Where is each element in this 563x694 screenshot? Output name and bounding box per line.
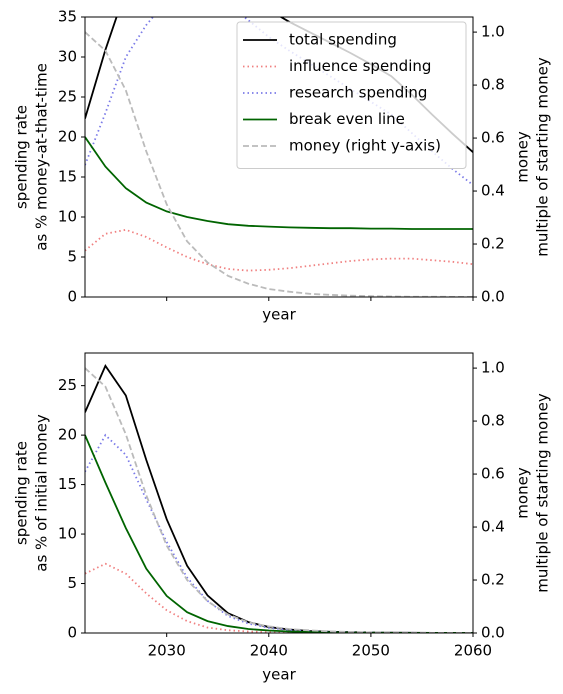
x-tick-label: 2030: [148, 642, 186, 660]
y2-tick-label: 1.0: [481, 23, 505, 41]
y-tick-label: 10: [58, 525, 77, 543]
y2-tick-label: 0.8: [481, 76, 505, 94]
y2-tick-label: 0.2: [481, 571, 505, 589]
series-line: [85, 433, 473, 633]
y2-tick-label: 0.2: [481, 235, 505, 253]
x-axis-label: year: [262, 306, 296, 324]
y2-tick-label: 0.4: [481, 182, 505, 200]
y-tick-label: 15: [58, 475, 77, 493]
y-tick-label: 25: [58, 88, 77, 106]
series-line: [85, 367, 473, 633]
legend-label: break even line: [289, 110, 405, 128]
series-line: [85, 364, 473, 633]
y-axis-label: as % money-at-that-time: [33, 63, 51, 251]
legend-label: total spending: [289, 31, 397, 49]
y-tick-label: 20: [58, 128, 77, 146]
legend-label: money (right y-axis): [289, 137, 441, 155]
x-axis-label: year: [262, 666, 296, 684]
y-axis-label: spending rate: [13, 441, 31, 545]
y-tick-label: 15: [58, 168, 77, 186]
y2-axis-label: multiple of starting money: [534, 393, 552, 593]
y2-tick-label: 0.8: [481, 412, 505, 430]
plot-area: [85, 364, 473, 633]
y2-tick-label: 0.0: [481, 624, 505, 642]
y2-tick-label: 1.0: [481, 359, 505, 377]
plot: 0 5 10 15 20 25 0.0 0.2 0.4 0.6 0.8 1.0 2030 2040 2050…: [13, 352, 552, 684]
axes-frame: [84, 352, 474, 634]
x-tick-label: 2040: [250, 642, 288, 660]
y-axis-label: as % of initial money: [33, 414, 51, 572]
y-tick-label: 20: [58, 426, 77, 444]
y-axis-label: spending rate: [13, 105, 31, 209]
x-tick-label: 2050: [352, 642, 390, 660]
series-line: [85, 434, 473, 633]
y2-axis-label: money: [514, 467, 532, 519]
y-tick-label: 5: [67, 574, 77, 592]
y-tick-label: 30: [58, 48, 77, 66]
plot: 0 5 10 15 20 25 30 35 0.0 0.2 0.4 0.6 0.8 1.0 year spen…: [13, 8, 552, 324]
y2-tick-label: 0.0: [481, 288, 505, 306]
legend: total spending influence spending research…: [236, 21, 467, 169]
legend-label: influence spending: [289, 57, 431, 75]
y-tick-label: 0: [67, 288, 77, 306]
series-line: [85, 562, 473, 633]
y2-tick-label: 0.4: [481, 518, 505, 536]
series-line: [85, 136, 473, 230]
y-tick-label: 10: [58, 208, 77, 226]
y2-tick-label: 0.6: [481, 465, 505, 483]
y-tick-label: 25: [58, 376, 77, 394]
series-line: [85, 228, 473, 272]
y2-axis-label: multiple of starting money: [534, 57, 552, 257]
y2-tick-label: 0.6: [481, 129, 505, 147]
y-tick-label: 5: [67, 248, 77, 266]
legend-label: research spending: [289, 84, 427, 102]
y-tick-label: 35: [58, 8, 77, 26]
x-tick-label: 2060: [454, 642, 492, 660]
y-tick-label: 0: [67, 624, 77, 642]
y2-axis-label: money: [514, 131, 532, 183]
axes-frame: [84, 16, 474, 298]
legend-box: [236, 21, 467, 169]
